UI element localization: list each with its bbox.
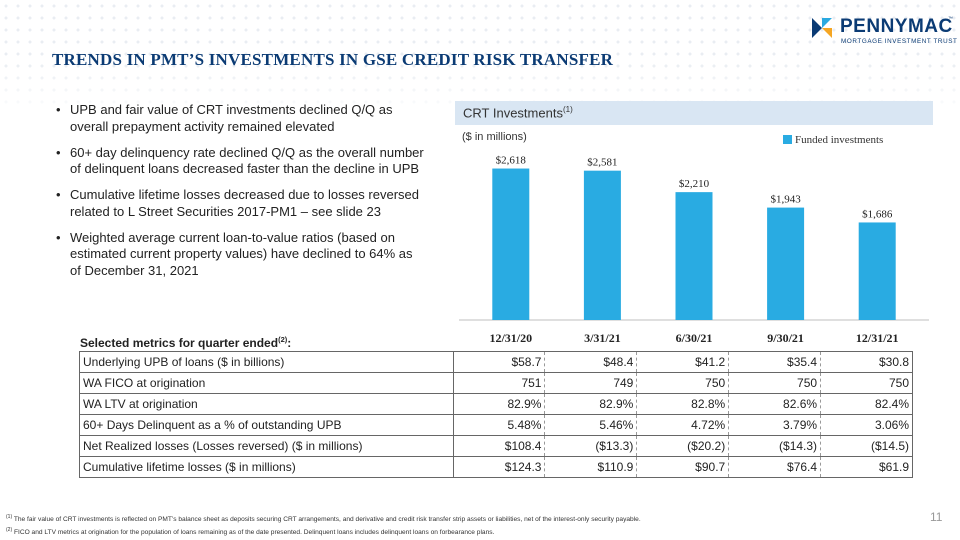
chart-title-footnote-mark: (1)	[562, 105, 573, 114]
footnote-1: (1) The fair value of CRT investments is…	[6, 512, 906, 525]
bullet-list: UPB and fair value of CRT investments de…	[56, 102, 426, 289]
metric-value: ($13.3)	[544, 435, 638, 457]
bullet-item: UPB and fair value of CRT investments de…	[56, 102, 426, 135]
bullet-item: Weighted average current loan-to-value r…	[56, 230, 426, 280]
metric-value: $48.4	[544, 351, 638, 373]
table-row: Net Realized losses (Losses reversed) ($…	[79, 435, 913, 457]
bar	[492, 168, 530, 320]
crt-bar-chart: $2,618 12/31/20 $2,581 3/31/21 $2,210 6/30/21…	[459, 155, 929, 345]
metric-value: 82.9%	[544, 393, 638, 415]
bullet-item: 60+ day delinquency rate declined Q/Q as…	[56, 145, 426, 178]
chart-panel-header: CRT Investments(1)	[455, 101, 933, 125]
chart-legend: Funded investments	[783, 134, 883, 146]
logo-subtitle: MORTGAGE INVESTMENT TRUST	[841, 38, 958, 45]
metric-value: $90.7	[636, 456, 730, 478]
x-tick-label: 12/31/21	[856, 331, 899, 345]
logo-trademark: ™	[948, 16, 953, 22]
data-label: $1,943	[770, 194, 801, 206]
table-row: Underlying UPB of loans ($ in billions) $…	[79, 351, 913, 373]
footnote-mark: (2)	[6, 527, 13, 534]
metric-value: 751	[453, 372, 546, 394]
x-tick-label: 9/30/21	[767, 331, 804, 345]
bar	[858, 222, 896, 320]
chart-title-text: CRT Investments	[463, 105, 563, 121]
data-label: $2,581	[587, 157, 617, 169]
metric-value: $108.4	[453, 435, 546, 457]
page-title: TRENDS IN PMT’S INVESTMENTS IN GSE CREDI…	[52, 50, 614, 69]
data-label: $2,618	[496, 155, 527, 167]
metric-label: Underlying UPB of loans ($ in billions)	[79, 351, 454, 373]
metric-label: Net Realized losses (Losses reversed) ($…	[79, 435, 454, 457]
metric-value: ($20.2)	[636, 435, 730, 457]
bar	[675, 192, 713, 320]
legend-swatch	[783, 135, 792, 144]
metric-value: 82.6%	[728, 393, 822, 415]
metric-value: 750	[820, 372, 913, 394]
bar	[767, 207, 805, 320]
metrics-label-text: Selected metrics for quarter ended	[80, 336, 279, 350]
data-label: $2,210	[679, 178, 710, 190]
metrics-table-label: Selected metrics for quarter ended(2):	[80, 335, 291, 350]
footnote-mark: (1)	[6, 514, 13, 520]
company-logo: PENNYMAC ™ MORTGAGE INVESTMENT TRUST	[810, 16, 957, 46]
metric-value: 5.46%	[544, 414, 638, 436]
page-number: 11	[930, 510, 943, 524]
metric-value: $58.7	[453, 351, 546, 373]
metric-value: $76.4	[728, 456, 822, 478]
metric-value: 82.9%	[453, 393, 546, 415]
metric-value: $35.4	[728, 351, 822, 373]
bar	[583, 170, 621, 320]
metric-value: 750	[636, 372, 730, 394]
metric-label: Cumulative lifetime losses ($ in million…	[79, 456, 454, 478]
metric-value: $61.9	[820, 456, 913, 478]
metric-value: 82.8%	[636, 393, 730, 415]
metric-value: 3.79%	[728, 414, 822, 436]
metric-value: $30.8	[820, 351, 913, 373]
chart-units-label: ($ in millions)	[462, 131, 527, 143]
metric-value: 4.72%	[636, 414, 730, 436]
table-row: WA LTV at origination 82.9% 82.9% 82.8% 82.6…	[79, 393, 913, 415]
metric-value: 750	[728, 372, 822, 394]
metric-value: 82.4%	[820, 393, 913, 415]
metric-label: WA LTV at origination	[79, 393, 454, 415]
x-tick-label: 12/31/20	[489, 331, 532, 345]
metric-value: $110.9	[544, 456, 638, 478]
logo-name: PENNYMAC	[840, 16, 953, 37]
metric-label: WA FICO at origination	[79, 372, 454, 394]
metric-value: $124.3	[453, 456, 546, 478]
metric-value: 749	[544, 372, 638, 394]
x-tick-label: 3/31/21	[584, 331, 621, 345]
data-label: $1,686	[862, 208, 893, 220]
footnote-2: (2) FICO and LTV metrics at origination …	[6, 525, 906, 538]
legend-label: Funded investments	[795, 134, 884, 146]
table-row: Cumulative lifetime losses ($ in million…	[79, 456, 913, 478]
metric-value: $41.2	[636, 351, 730, 373]
x-tick-label: 6/30/21	[676, 331, 713, 345]
metric-value: ($14.3)	[728, 435, 822, 457]
pennymac-logo-icon	[812, 18, 832, 38]
metrics-label-colon: :	[287, 336, 292, 350]
table-row: WA FICO at origination 751 749 750 750 750	[79, 372, 913, 394]
bullet-item: Cumulative lifetime losses decreased due…	[56, 187, 426, 220]
metric-value: 3.06%	[820, 414, 913, 436]
metric-label: 60+ Days Delinquent as a % of outstandin…	[79, 414, 454, 436]
table-row: 60+ Days Delinquent as a % of outstandin…	[79, 414, 913, 436]
metric-value: ($14.5)	[820, 435, 913, 457]
metrics-label-footnote-mark: (2)	[278, 335, 288, 344]
metric-value: 5.48%	[453, 414, 546, 436]
chart-title: CRT Investments(1)	[463, 105, 573, 120]
metrics-table: Underlying UPB of loans ($ in billions) $…	[79, 351, 913, 478]
footnote-text: FICO and LTV metrics at origination for …	[13, 529, 495, 537]
footnote-text: The fair value of CRT investments is ref…	[13, 516, 641, 524]
footnotes: (1) The fair value of CRT investments is…	[6, 512, 906, 538]
